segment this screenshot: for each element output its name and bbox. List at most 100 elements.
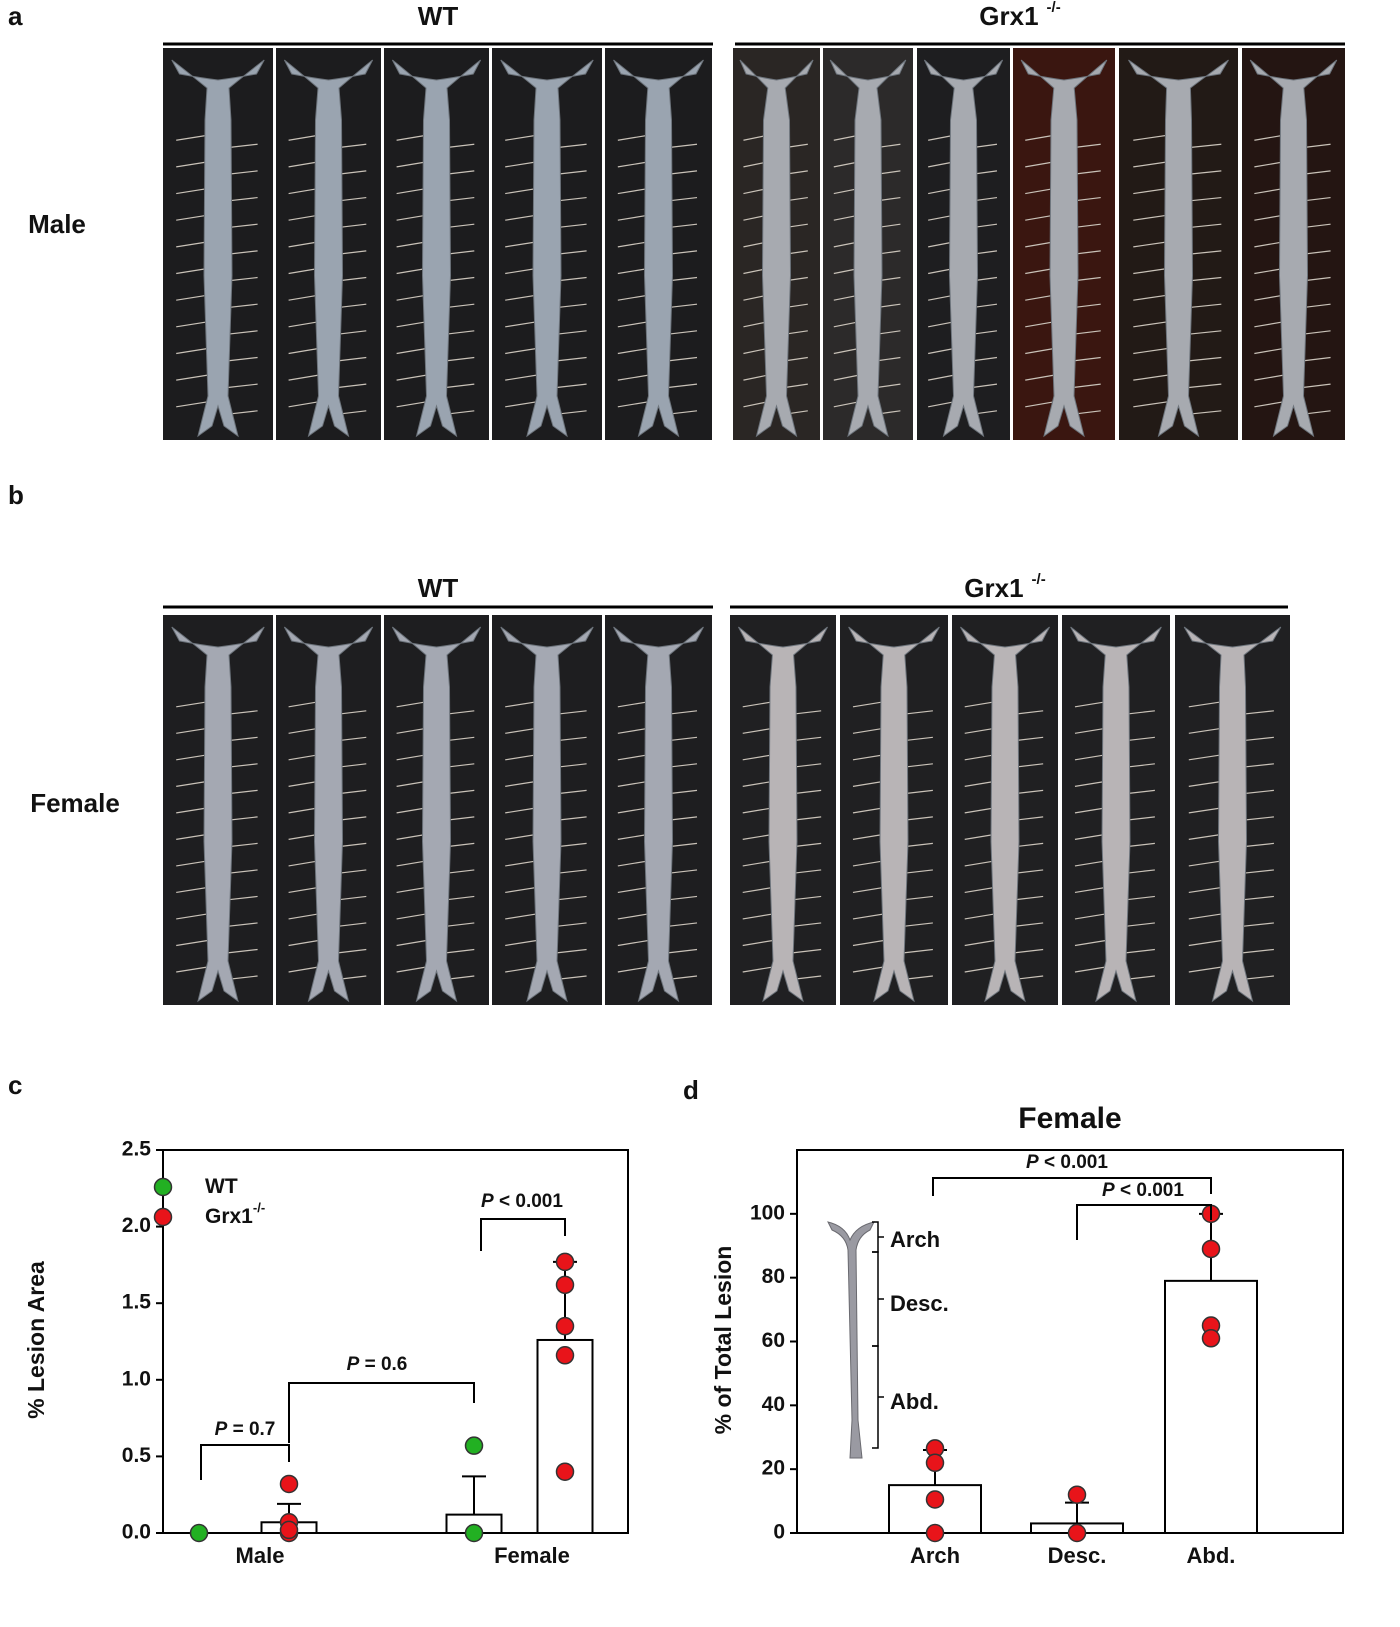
chart-title: Female: [1018, 1102, 1121, 1135]
data-point: [555, 1275, 575, 1295]
x-tick-label: Female: [494, 1543, 570, 1568]
y-tick-label: 80: [762, 1265, 785, 1288]
aorta-photo: [1242, 48, 1345, 440]
inset-label: Arch: [890, 1227, 940, 1252]
p-symbol: P: [1026, 1152, 1039, 1173]
p-value: P < 0.001: [1026, 1152, 1108, 1173]
p-value: P = 0.6: [347, 1354, 408, 1375]
y-tick-label: 1.0: [122, 1367, 151, 1390]
bar: [536, 1338, 594, 1535]
group-name: Grx1: [964, 573, 1023, 603]
aorta-photo: [605, 615, 712, 1005]
legend-name: WT: [205, 1175, 238, 1198]
data-point: [464, 1436, 484, 1455]
y-tick-label: 1.5: [122, 1291, 152, 1314]
p-symbol: P: [1102, 1180, 1115, 1201]
inset-label: Desc.: [890, 1291, 949, 1316]
aorta-photo: [384, 48, 489, 440]
legend-marker: [153, 1207, 173, 1227]
aorta: [391, 59, 482, 438]
significance-bracket: [200, 1444, 290, 1480]
group-label: WT: [418, 573, 459, 603]
x-tick-label: Male: [236, 1543, 285, 1568]
p-text: = 0.7: [227, 1419, 275, 1440]
data-point: [555, 1462, 575, 1481]
inset-label: Abd.: [890, 1389, 939, 1414]
y-tick-label: 2.5: [122, 1138, 152, 1161]
aorta: [283, 59, 374, 438]
y-axis-label: % Lesion Area: [23, 1261, 49, 1419]
y-tick-label: 20: [762, 1457, 785, 1480]
aorta-photo: [276, 615, 381, 1005]
aorta-photo: [917, 48, 1010, 440]
row-label: Male: [28, 209, 86, 239]
p-symbol: P: [481, 1191, 494, 1212]
data-point: [279, 1520, 299, 1540]
panel-label: d: [683, 1075, 699, 1105]
aorta: [1183, 626, 1282, 1003]
aorta-photo: [163, 48, 273, 440]
panel-label: c: [8, 1070, 22, 1100]
x-tick-label: Abd.: [1187, 1543, 1236, 1568]
y-tick-label: 0: [773, 1521, 785, 1544]
p-symbol: P: [215, 1419, 228, 1440]
data-point: [555, 1252, 575, 1272]
y-tick-label: 40: [762, 1393, 785, 1416]
aorta: [1070, 626, 1162, 1003]
y-axis-label: % of Total Lesion: [710, 1246, 736, 1435]
aorta: [923, 59, 1004, 438]
aorta: [1128, 59, 1229, 438]
data-point: [925, 1490, 945, 1509]
p-value: P < 0.001: [1102, 1180, 1184, 1201]
aorta: [171, 59, 265, 438]
data-point: [555, 1316, 575, 1336]
y-tick-label: 0.0: [122, 1521, 151, 1544]
aorta: [829, 59, 907, 438]
aorta: [613, 626, 704, 1003]
aorta: [500, 59, 594, 438]
p-symbol: P: [347, 1354, 360, 1375]
aorta: [171, 626, 265, 1003]
significance-bracket: [480, 1218, 566, 1251]
group-name: Grx1: [979, 1, 1038, 31]
plot-frame: [162, 1149, 629, 1534]
aorta: [738, 626, 828, 1003]
aorta-photo: [492, 48, 602, 440]
aorta: [613, 59, 704, 438]
x-tick-label: Desc.: [1048, 1543, 1107, 1568]
y-tick-label: 60: [762, 1329, 785, 1352]
significance-bracket: [1076, 1204, 1212, 1240]
aorta-photo: [1013, 48, 1115, 440]
aorta-photo: [605, 48, 712, 440]
aorta: [283, 626, 374, 1003]
legend-marker: [153, 1177, 173, 1197]
aorta: [391, 626, 482, 1003]
aorta-photo: [840, 615, 948, 1005]
group-label: Grx1 -/-: [979, 0, 1060, 31]
aorta-photo: [384, 615, 489, 1005]
panel-label: b: [8, 480, 24, 510]
group-label: WT: [418, 1, 459, 31]
aorta: [848, 626, 940, 1003]
aorta: [739, 59, 814, 438]
aorta: [960, 626, 1050, 1003]
aorta: [1020, 59, 1108, 438]
group-label: Grx1 -/-: [964, 571, 1045, 603]
p-text: = 0.6: [359, 1354, 407, 1375]
p-text: < 0.001: [494, 1191, 564, 1212]
plot-frame: [796, 1149, 1344, 1534]
p-value: P < 0.001: [481, 1191, 563, 1212]
aorta-photo: [952, 615, 1058, 1005]
aorta: [1249, 59, 1338, 438]
aorta-photo: [276, 48, 381, 440]
inset-brace: [872, 1221, 884, 1253]
data-point: [1201, 1239, 1221, 1259]
x-tick-label: Arch: [910, 1543, 960, 1568]
data-point: [925, 1453, 945, 1473]
aorta-photo: [733, 48, 820, 440]
legend-name: Grx1: [205, 1205, 253, 1228]
aorta-photo: [1062, 615, 1170, 1005]
aorta: [500, 626, 594, 1003]
aorta-photo: [163, 615, 273, 1005]
